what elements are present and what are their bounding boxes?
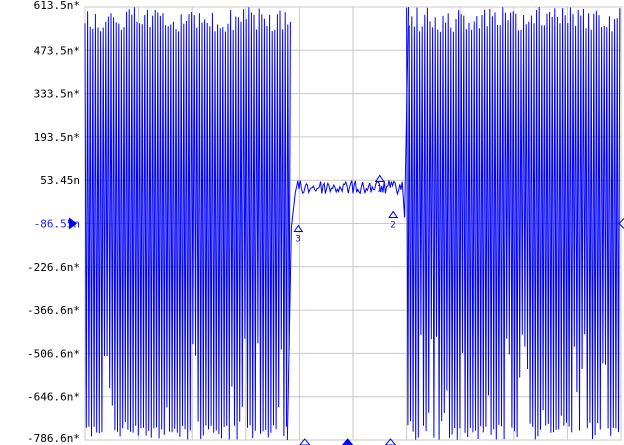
y-reference-label: -86.55n	[34, 218, 80, 231]
cursor-handle[interactable]	[384, 438, 397, 445]
y-tick-label: 613.5n*	[34, 0, 80, 12]
noise-burst	[84, 7, 291, 440]
trigger-position-handle[interactable]	[341, 438, 354, 445]
marker-triangle[interactable]	[374, 174, 385, 182]
y-tick-label: 53.45n	[40, 174, 80, 187]
waveform-trace	[84, 6, 621, 441]
y-tick-label: -786.6n*	[27, 432, 80, 445]
marker-label: 1	[377, 184, 382, 194]
signal-burst	[286, 6, 410, 441]
y-tick-label: -506.6n*	[27, 347, 80, 360]
reference-level-handle[interactable]	[69, 217, 77, 230]
y-tick-label: -646.6n*	[27, 391, 80, 404]
marker-label: 3	[295, 235, 300, 245]
trace-markers: 1 2 3	[293, 174, 399, 245]
marker-triangle[interactable]	[293, 224, 304, 232]
y-axis: 613.5n* 473.5n* 333.5n* 193.5n* 53.45n -…	[27, 0, 80, 445]
marker-label: 2	[390, 220, 395, 230]
axis-handles[interactable]	[69, 217, 624, 445]
noise-burst	[406, 6, 621, 440]
y-tick-label: -366.6n*	[27, 304, 80, 317]
trigger-level-handle[interactable]	[618, 218, 624, 229]
y-tick-label: 473.5n*	[34, 44, 80, 57]
marker-triangle[interactable]	[388, 210, 399, 218]
y-tick-label: 333.5n*	[34, 88, 80, 101]
cursor-handle[interactable]	[299, 438, 311, 445]
y-tick-label: 193.5n*	[34, 131, 80, 144]
y-tick-label: -226.6n*	[27, 261, 80, 274]
